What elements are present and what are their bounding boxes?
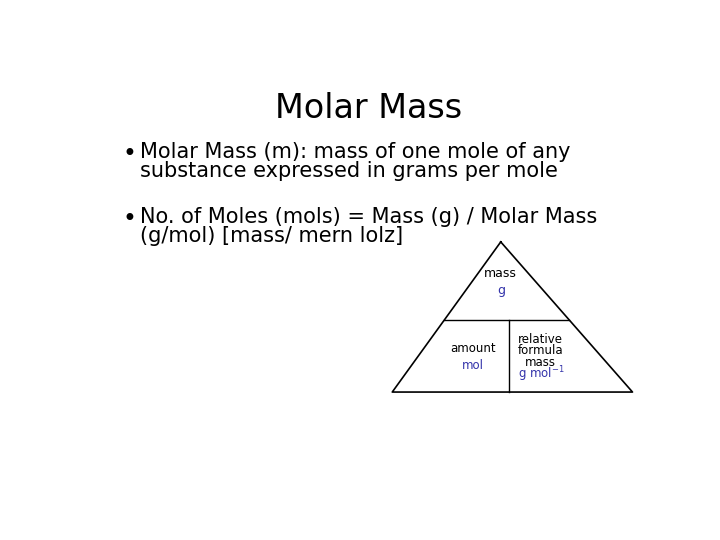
Text: Molar Mass: Molar Mass xyxy=(276,92,462,125)
Text: •: • xyxy=(122,142,136,166)
Text: g: g xyxy=(497,284,505,296)
Text: relative: relative xyxy=(518,333,563,346)
Text: No. of Moles (mols) = Mass (g) / Molar Mass: No. of Moles (mols) = Mass (g) / Molar M… xyxy=(140,207,598,227)
Text: formula: formula xyxy=(518,344,564,357)
Text: •: • xyxy=(122,207,136,231)
Text: amount: amount xyxy=(450,342,496,355)
Text: g mol$^{-1}$: g mol$^{-1}$ xyxy=(518,364,564,384)
Text: Molar Mass (m): mass of one mole of any: Molar Mass (m): mass of one mole of any xyxy=(140,142,571,162)
Text: mol: mol xyxy=(462,359,484,372)
Text: (g/mol) [mass/ mern lolz]: (g/mol) [mass/ mern lolz] xyxy=(140,226,403,246)
Text: mass: mass xyxy=(485,267,517,280)
Text: substance expressed in grams per mole: substance expressed in grams per mole xyxy=(140,161,558,181)
Text: mass: mass xyxy=(526,356,557,369)
